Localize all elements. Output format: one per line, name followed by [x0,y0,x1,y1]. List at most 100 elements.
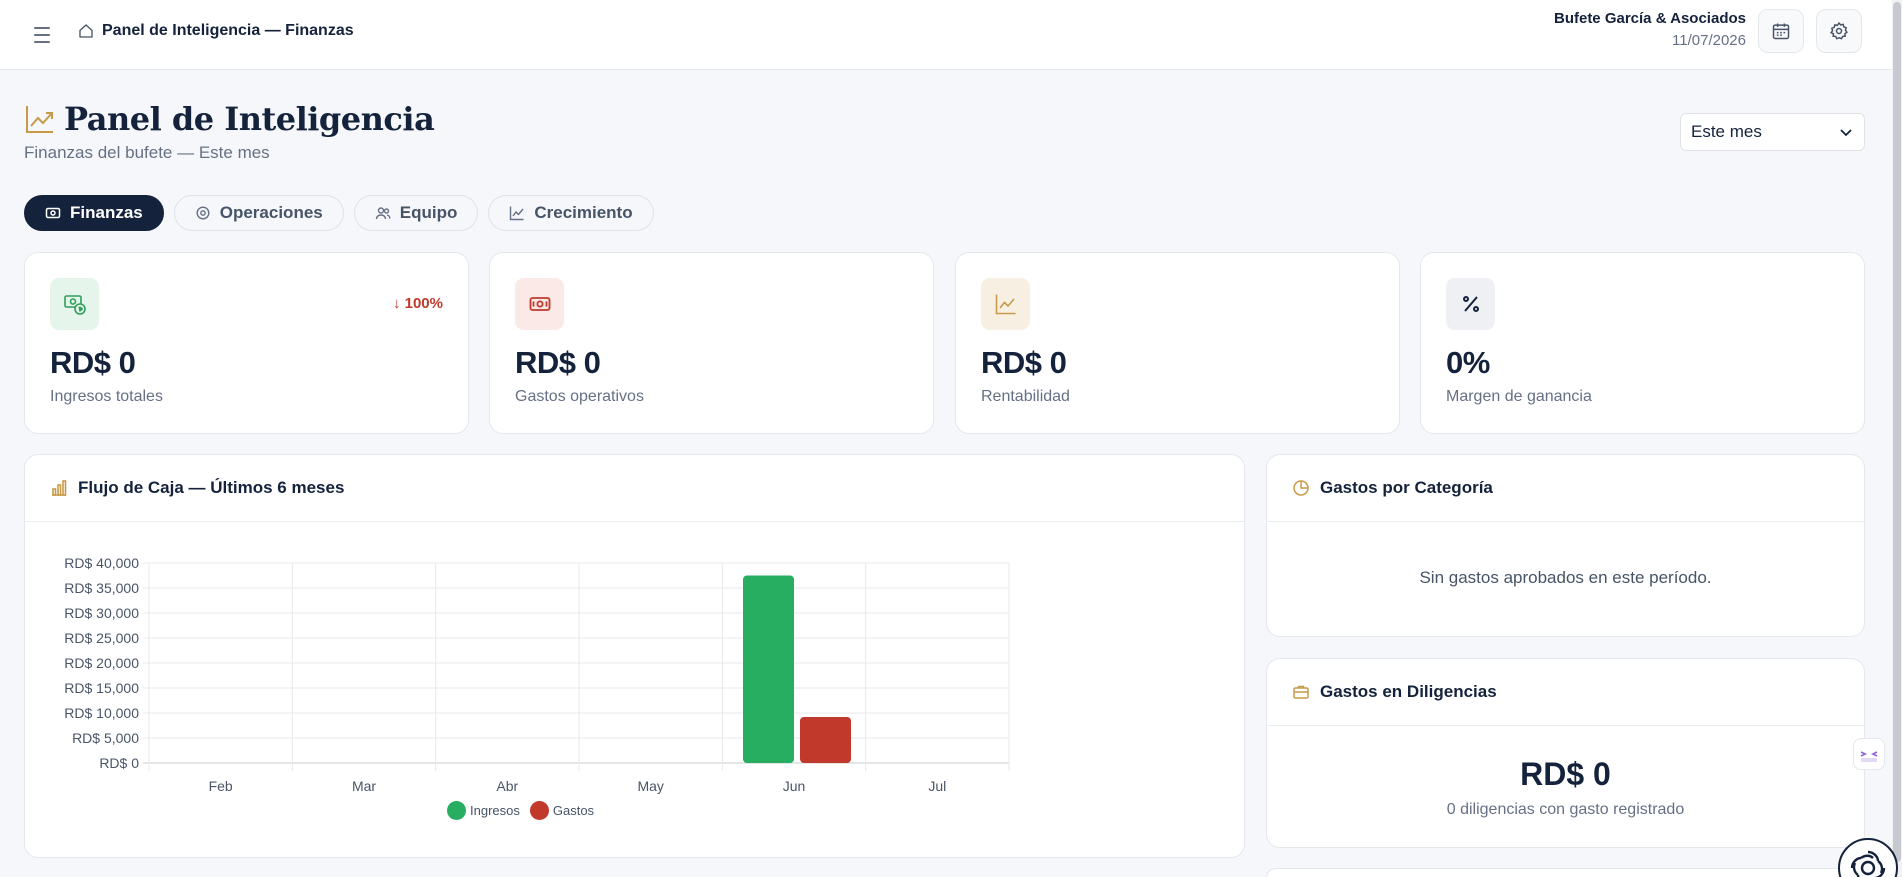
briefcase-icon [1293,685,1309,699]
settings-button[interactable] [1816,9,1862,53]
empty-state-message: Sin gastos aprobados en este período. [1419,568,1712,587]
x-tick-label: Feb [209,778,233,794]
kpi-icon-box [515,278,564,330]
kpi-value: RD$ 0 [50,345,136,380]
panel-header: Flujo de Caja — Últimos 6 meses [25,455,1244,522]
current-date: 11/07/2026 [1672,32,1746,49]
chart-line-icon [995,294,1015,315]
y-tick-label: RD$ 25,000 [64,630,139,646]
gear-icon [1829,21,1848,40]
x-tick-label: Jul [928,778,946,794]
y-tick-label: RD$ 40,000 [64,555,139,571]
kpi-label: Margen de ganancia [1446,388,1592,405]
firm-info: Bufete García & Asociados 11/07/2026 [1554,10,1746,49]
users-icon [375,207,391,220]
cashflow-chart: RD$ 40,000 RD$ 35,000 RD$ 30,000 RD$ 25,000… [64,555,1010,794]
diligencias-total: RD$ 0 [1520,756,1611,792]
bar-ingresos [743,575,794,763]
calendar-button[interactable] [1758,9,1804,53]
next-panel [1266,868,1865,877]
period-select[interactable]: Este mes [1680,113,1865,151]
collapse-icon [1860,751,1878,762]
bar-chart-icon [52,480,67,496]
kpi-label: Gastos operativos [515,388,644,405]
chevron-down-icon [1840,129,1852,137]
menu-icon-line [34,34,50,36]
pie-chart-icon [1293,480,1309,496]
y-tick-label: RD$ 20,000 [64,655,139,671]
menu-icon-line [34,27,50,29]
cash-icon [45,207,61,219]
panel-header: Gastos en Diligencias [1267,659,1864,726]
x-tick-label: Abr [496,778,518,794]
trend-icon [510,206,524,221]
scrollbar-thumb[interactable] [1893,2,1901,862]
tab-label: Finanzas [70,203,143,222]
diligencias-count: 0 diligencias con gasto registrado [1446,801,1685,818]
legend-label: Ingresos [470,803,520,818]
tab-label: Equipo [399,203,458,222]
page-subtitle: Finanzas del bufete — Este mes [24,143,270,162]
menu-icon-line [34,41,50,43]
percent-icon [1462,296,1479,312]
kpi-value: 0% [1446,345,1490,380]
kpi-label: Rentabilidad [981,388,1070,405]
cashflow-panel: Flujo de Caja — Últimos 6 meses RD$ 40,0… [24,454,1245,858]
page-scrollbar[interactable] [1892,0,1902,877]
kpi-trend: ↓ 100% [392,295,443,312]
kpi-card-ingresos: ↓ 100% RD$ 0 Ingresos totales [24,252,469,434]
panel-header: Gastos por Categoría [1267,455,1864,522]
y-tick-label: RD$ 35,000 [64,580,139,596]
top-bar: Panel de Inteligencia — Finanzas Bufete … [0,0,1902,70]
panel-title: Gastos en Diligencias [1320,682,1497,701]
panel-title: Gastos por Categoría [1320,478,1493,497]
x-tick-label: May [637,778,663,794]
kpi-card-margen: 0% Margen de ganancia [1420,252,1865,434]
tab-label: Operaciones [219,203,323,222]
period-select-value: Este mes [1691,122,1762,141]
y-tick-label: RD$ 0 [99,755,139,771]
tab-finanzas[interactable]: Finanzas [24,195,164,231]
kpi-icon-box [1446,278,1495,330]
diligencias-panel: Gastos en Diligencias RD$ 0 0 diligencia… [1266,658,1865,848]
home-icon [79,24,93,38]
tab-operaciones[interactable]: Operaciones [173,195,344,231]
kpi-card-gastos: RD$ 0 Gastos operativos [489,252,934,434]
page-title-text: Panel de Inteligencia [64,100,435,138]
kpi-value: RD$ 0 [981,345,1067,380]
menu-button[interactable] [28,22,56,48]
firm-name: Bufete García & Asociados [1553,10,1746,27]
chart-legend: Ingresos Gastos [447,801,594,820]
tab-equipo[interactable]: Equipo [353,195,479,231]
money-icon [63,295,86,315]
legend-item-ingresos[interactable]: Ingresos [447,801,520,820]
assistant-icon [1850,850,1886,877]
y-tick-label: RD$ 10,000 [64,705,139,721]
kpi-icon-box [981,278,1030,330]
bar-gastos [800,717,851,763]
x-tick-label: Mar [352,778,376,794]
legend-item-gastos[interactable]: Gastos [529,801,595,820]
panel-title: Flujo de Caja — Últimos 6 meses [78,478,345,497]
page-title: Panel de Inteligencia [24,100,435,138]
breadcrumb: Panel de Inteligencia — Finanzas [78,22,354,40]
legend-label: Gastos [552,803,595,818]
kpi-icon-box [50,278,99,330]
y-tick-label: RD$ 30,000 [64,605,139,621]
breadcrumb-text: Panel de Inteligencia — Finanzas [102,22,354,39]
tab-label: Crecimiento [534,203,633,222]
categories-panel: Gastos por Categoría Sin gastos aprobado… [1266,454,1865,637]
kpi-card-rentabilidad: RD$ 0 Rentabilidad [955,252,1400,434]
collapse-button[interactable] [1853,738,1885,770]
kpi-label: Ingresos totales [50,388,163,405]
y-tick-label: RD$ 15,000 [64,680,139,696]
gear-icon [196,206,210,220]
legend-swatch [529,801,549,820]
cash-icon [529,297,550,311]
tab-crecimiento[interactable]: Crecimiento [488,195,654,231]
x-tick-label: Jun [783,778,806,794]
y-tick-label: RD$ 5,000 [72,730,139,746]
calendar-icon [1772,23,1790,40]
trend-up-icon [26,106,53,133]
kpi-value: RD$ 0 [515,345,601,380]
